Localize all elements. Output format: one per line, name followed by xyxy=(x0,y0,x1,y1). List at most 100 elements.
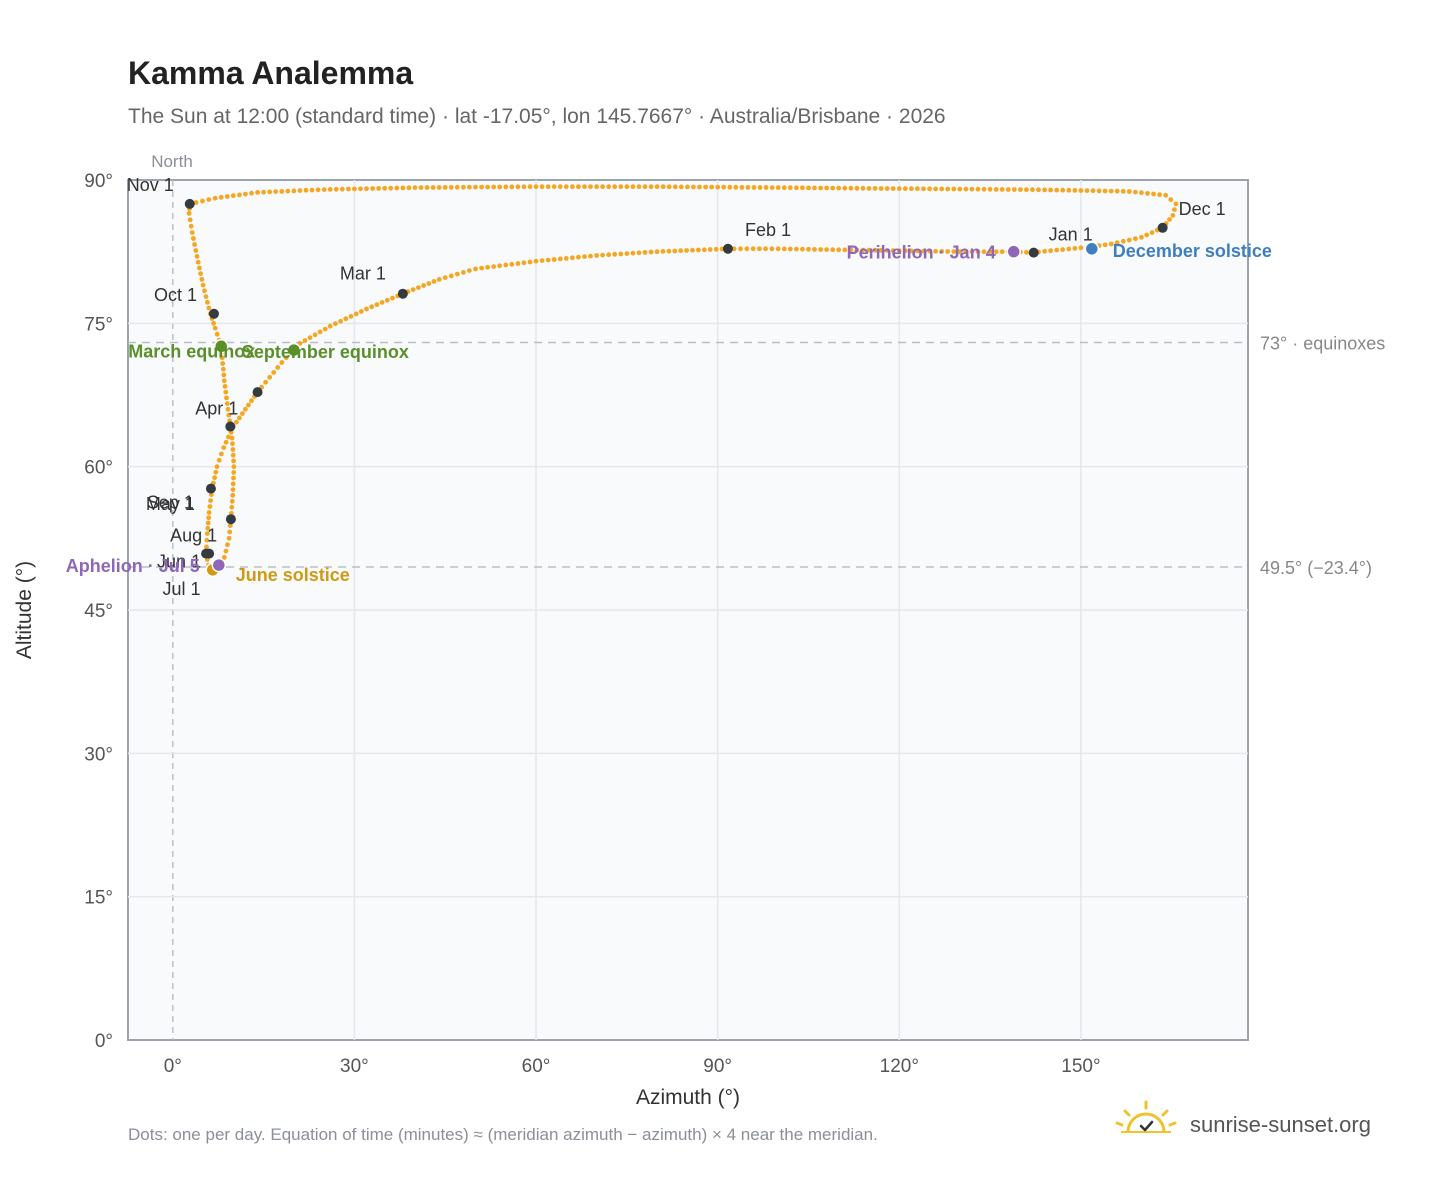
daily-sun-dot xyxy=(231,470,237,475)
chart-title: Kamma Analemma xyxy=(128,55,413,91)
daily-sun-dot xyxy=(660,249,666,254)
daily-sun-dot xyxy=(214,331,220,337)
daily-sun-dot xyxy=(787,185,793,191)
month-label: Oct 1 xyxy=(154,285,197,305)
daily-sun-dot xyxy=(884,248,890,253)
daily-sun-dot xyxy=(612,251,618,257)
month-label: May 1 xyxy=(146,494,195,514)
month-marker xyxy=(1157,222,1168,233)
daily-sun-dot xyxy=(297,341,303,346)
daily-sun-dot xyxy=(307,335,313,341)
x-tick-label: 30° xyxy=(340,1056,369,1077)
daily-sun-dot xyxy=(751,185,757,190)
month-marker xyxy=(204,548,215,559)
daily-sun-dot xyxy=(588,253,593,259)
daily-sun-dot xyxy=(794,185,799,191)
daily-sun-dot xyxy=(1024,249,1029,255)
daily-sun-dot xyxy=(220,366,226,372)
daily-sun-dot xyxy=(927,248,932,254)
x-tick-label: 60° xyxy=(522,1056,551,1077)
daily-sun-dot xyxy=(927,186,932,192)
daily-sun-dot xyxy=(255,190,260,195)
daily-sun-dot xyxy=(576,184,581,190)
daily-sun-dot xyxy=(969,249,975,255)
daily-sun-dot xyxy=(231,464,237,470)
daily-sun-dot xyxy=(302,338,308,343)
daily-sun-dot xyxy=(199,277,205,282)
daily-sun-dot xyxy=(921,186,926,192)
daily-sun-dot xyxy=(800,185,805,191)
daily-sun-dot xyxy=(197,265,202,271)
daily-sun-dot xyxy=(479,265,484,271)
daily-sun-dot xyxy=(957,186,963,192)
daily-sun-dot xyxy=(854,185,860,191)
daily-sun-dot xyxy=(618,251,624,257)
daily-sun-dot xyxy=(208,498,214,503)
daily-sun-dot xyxy=(666,184,672,190)
daily-sun-dot xyxy=(993,249,999,255)
daily-sun-dot xyxy=(205,520,211,526)
month-label: Jun 1 xyxy=(157,552,201,572)
month-label: Aug 1 xyxy=(170,526,217,546)
daily-sun-dot xyxy=(370,186,375,191)
daily-sun-dot xyxy=(1054,247,1060,253)
daily-sun-dot xyxy=(204,537,210,543)
daily-sun-dot xyxy=(576,254,581,260)
daily-sun-dot xyxy=(473,266,478,272)
month-markers: Jan 1 Feb 1 Mar 1 Apr 1 May 1 Jun 1 Jul 1 Aug 1… xyxy=(127,175,1226,599)
daily-sun-dot xyxy=(327,187,333,192)
daily-sun-dot xyxy=(231,458,237,464)
daily-sun-dot xyxy=(364,186,369,192)
y-tick-label: 30° xyxy=(84,744,113,765)
daily-sun-dot xyxy=(848,247,854,253)
daily-sun-dot xyxy=(533,184,539,190)
daily-sun-dot xyxy=(745,185,751,190)
month-label: Nov 1 xyxy=(127,175,174,195)
daily-sun-dot xyxy=(1167,217,1172,222)
daily-sun-dot xyxy=(221,372,227,378)
daily-sun-dot xyxy=(691,184,696,190)
daily-sun-dot xyxy=(1108,188,1114,194)
daily-sun-dot xyxy=(212,325,218,331)
month-label: Apr 1 xyxy=(195,399,238,419)
month-marker xyxy=(225,421,236,432)
daily-sun-dot xyxy=(479,184,484,190)
month-label: Mar 1 xyxy=(340,264,386,284)
daily-sun-dot xyxy=(684,248,689,253)
daily-sun-dot xyxy=(223,439,229,445)
brand-name: sunrise-sunset.org xyxy=(1190,1112,1371,1137)
daily-sun-dot xyxy=(205,525,211,531)
daily-sun-dot xyxy=(1078,188,1084,193)
month-marker xyxy=(397,288,408,299)
event-marker xyxy=(286,342,302,358)
daily-sun-dot xyxy=(715,184,721,190)
north-label: North xyxy=(151,152,193,171)
y-tick-label: 75° xyxy=(84,314,113,335)
daily-sun-dot xyxy=(352,186,357,192)
daily-sun-dot xyxy=(379,300,385,305)
daily-sun-dot xyxy=(969,186,975,192)
daily-sun-dot xyxy=(229,498,235,504)
daily-sun-dot xyxy=(866,186,872,191)
daily-sun-dot xyxy=(624,184,630,190)
daily-sun-dot xyxy=(426,281,432,286)
daily-sun-dot xyxy=(539,258,545,263)
daily-sun-dot xyxy=(237,192,242,198)
daily-sun-dot xyxy=(198,271,204,276)
daily-sun-dot xyxy=(194,254,200,259)
daily-sun-dot xyxy=(1054,187,1060,193)
daily-sun-dot xyxy=(818,185,823,191)
daily-sun-dot xyxy=(261,189,266,195)
daily-sun-dot xyxy=(227,529,233,535)
y-tick-label: 15° xyxy=(84,888,113,909)
daily-sun-dot xyxy=(442,185,448,190)
daily-sun-dot xyxy=(794,246,799,252)
event-label: June solstice xyxy=(236,565,350,585)
daily-sun-dot xyxy=(421,283,426,288)
daily-sun-dot xyxy=(993,187,999,192)
daily-sun-dot xyxy=(1011,187,1017,192)
footnote: Dots: one per day. Equation of time (min… xyxy=(128,1125,878,1144)
x-axis-title: Azimuth (°) xyxy=(636,1086,740,1109)
daily-sun-dot xyxy=(939,186,945,192)
daily-sun-dot xyxy=(738,246,743,252)
